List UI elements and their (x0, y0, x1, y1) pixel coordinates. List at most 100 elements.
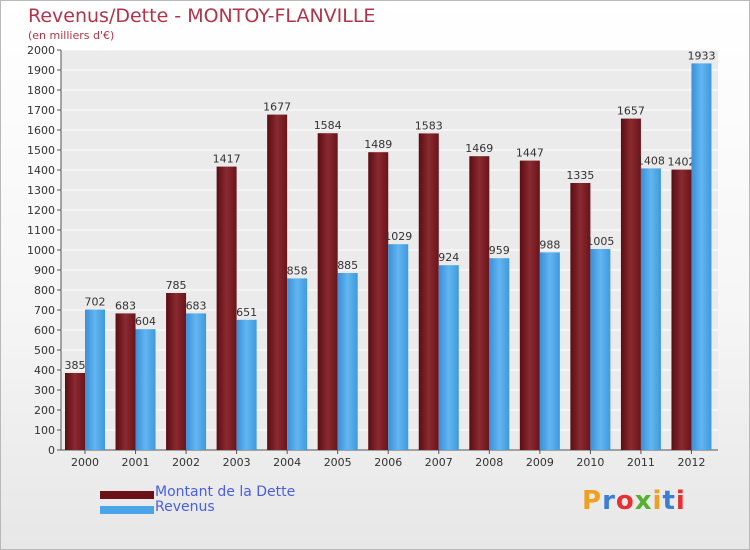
logo-letter: o (615, 486, 635, 516)
logo-letter: r (602, 486, 616, 516)
data-label-revenus: 604 (135, 315, 156, 328)
y-tick-label: 0 (48, 444, 55, 457)
data-label-dette: 1447 (516, 147, 544, 160)
y-tick-label: 600 (34, 324, 55, 337)
data-label-revenus: 702 (85, 296, 106, 309)
data-label-dette: 1657 (617, 105, 645, 118)
y-tick-label: 100 (34, 424, 55, 437)
x-tick-label: 2009 (526, 456, 554, 469)
bar-revenus (489, 258, 510, 450)
data-label-revenus: 683 (186, 299, 207, 312)
x-tick-label: 2001 (122, 456, 150, 469)
y-tick-label: 1400 (27, 164, 55, 177)
data-label-revenus: 959 (489, 244, 510, 257)
chart-title: Revenus/Dette - MONTOY-FLANVILLE (28, 5, 376, 27)
data-label-dette: 1489 (364, 138, 392, 151)
data-label-revenus: 858 (287, 264, 308, 277)
x-tick-label: 2000 (71, 456, 99, 469)
data-label-revenus: 1005 (586, 235, 614, 248)
bar-revenus (640, 168, 661, 450)
y-tick-label: 1700 (27, 104, 55, 117)
data-label-dette: 683 (115, 299, 136, 312)
y-tick-label: 900 (34, 264, 55, 277)
bar-revenus (691, 63, 712, 451)
bar-dette (469, 156, 490, 450)
x-tick-label: 2010 (576, 456, 604, 469)
logo-letter: t (662, 486, 676, 516)
chart-subtitle: (en milliers d'€) (28, 29, 115, 42)
y-tick-label: 1000 (27, 244, 55, 257)
bar-dette (671, 169, 692, 450)
x-tick-label: 2005 (324, 456, 352, 469)
data-label-revenus: 1933 (687, 49, 715, 62)
bar-revenus (438, 265, 459, 450)
bar-revenus (539, 252, 560, 450)
data-label-dette: 1417 (213, 153, 241, 166)
y-tick-label: 500 (34, 344, 55, 357)
logo-letter: i (652, 486, 663, 516)
y-tick-label: 1200 (27, 204, 55, 217)
logo-letter: x (634, 486, 653, 516)
data-label-dette: 785 (166, 279, 187, 292)
logo-letter: i (675, 486, 686, 516)
y-tick-label: 1900 (27, 64, 55, 77)
bar-dette (267, 114, 288, 450)
data-label-revenus: 924 (438, 251, 459, 264)
y-tick-label: 700 (34, 304, 55, 317)
data-label-dette: 1469 (465, 142, 493, 155)
data-label-dette: 1677 (263, 101, 291, 114)
x-tick-label: 2003 (223, 456, 251, 469)
x-tick-label: 2002 (172, 456, 200, 469)
bar-revenus (135, 329, 156, 450)
y-tick-label: 1300 (27, 184, 55, 197)
bar-dette (519, 160, 540, 450)
data-label-revenus: 651 (236, 306, 257, 319)
y-tick-label: 200 (34, 404, 55, 417)
legend-label-revenus: Revenus (155, 499, 215, 515)
x-tick-label: 2012 (677, 456, 705, 469)
bar-dette (115, 313, 136, 450)
data-label-revenus: 1408 (637, 154, 665, 167)
bar-dette (570, 183, 591, 450)
y-tick-label: 1100 (27, 224, 55, 237)
proxiti-logo: Proxiti (582, 486, 686, 516)
y-tick-label: 800 (34, 284, 55, 297)
x-tick-label: 2008 (475, 456, 503, 469)
data-label-dette: 1584 (314, 119, 342, 132)
y-tick-label: 2000 (27, 44, 55, 57)
bar-dette (620, 118, 641, 450)
data-label-dette: 385 (65, 359, 86, 372)
bar-dette (368, 152, 389, 450)
data-label-revenus: 1029 (384, 230, 412, 243)
bar-dette (65, 373, 85, 450)
data-label-revenus: 885 (337, 259, 358, 272)
y-tick-label: 1600 (27, 124, 55, 137)
x-tick-label: 2006 (374, 456, 402, 469)
legend-swatch-revenus (100, 506, 154, 514)
y-tick-label: 1500 (27, 144, 55, 157)
data-label-dette: 1583 (415, 119, 443, 132)
bar-revenus (85, 309, 105, 450)
data-label-revenus: 988 (539, 238, 560, 251)
x-tick-label: 2004 (273, 456, 301, 469)
bar-revenus (287, 278, 308, 450)
bar-dette (216, 166, 237, 450)
data-label-dette: 1402 (667, 156, 695, 169)
bar-revenus (236, 319, 257, 450)
data-label-dette: 1335 (566, 169, 594, 182)
bar-revenus (186, 313, 207, 450)
bar-dette (317, 133, 338, 450)
bar-revenus (388, 244, 409, 450)
bar-dette (166, 293, 187, 450)
x-tick-label: 2007 (425, 456, 453, 469)
bar-revenus (590, 249, 611, 450)
legend-label-dette: Montant de la Dette (155, 484, 296, 500)
bar-revenus (337, 273, 358, 450)
legend-swatch-dette (100, 491, 154, 499)
y-tick-label: 1800 (27, 84, 55, 97)
x-tick-label: 2011 (627, 456, 655, 469)
bar-dette (418, 133, 439, 450)
y-tick-label: 300 (34, 384, 55, 397)
y-tick-label: 400 (34, 364, 55, 377)
